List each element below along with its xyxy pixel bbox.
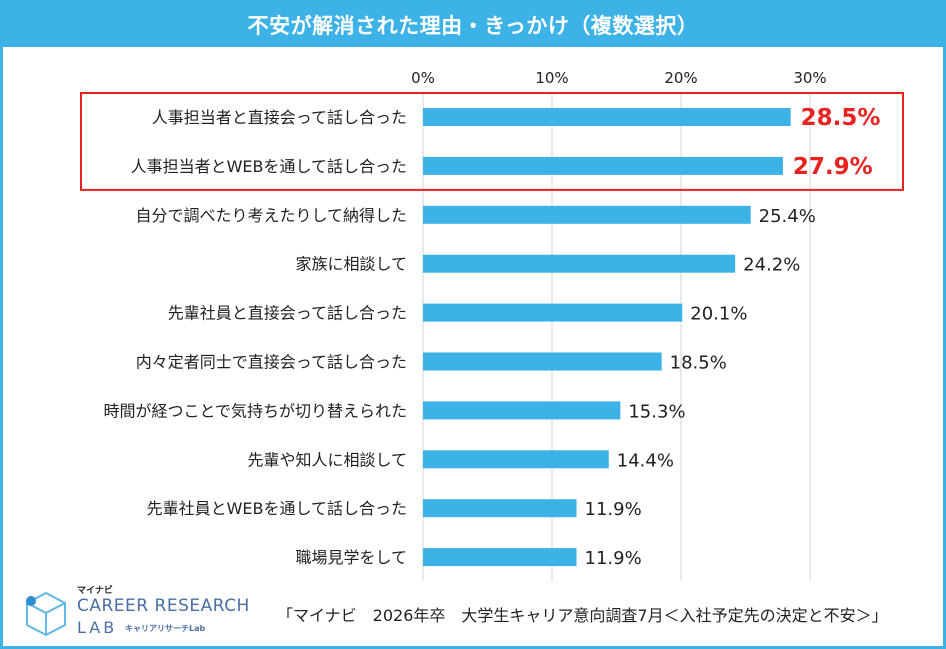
bar bbox=[423, 450, 609, 469]
cube-logo-icon bbox=[26, 591, 66, 637]
data-label: 27.9% bbox=[793, 154, 873, 180]
category-label: 時間が経つことで気持ちが切り替えられた bbox=[103, 401, 407, 420]
bar bbox=[423, 205, 751, 224]
logo-sub: キャリアリサーチLab bbox=[125, 624, 206, 633]
category-label: 人事担当者と直接会って話し合った bbox=[152, 108, 407, 127]
data-label: 11.9% bbox=[585, 499, 642, 520]
category-label: 家族に相談して bbox=[295, 255, 407, 274]
source-caption: 「マイナビ 2026年卒 大学生キャリア意向調査7月＜入社予定先の決定と不安＞」 bbox=[277, 606, 888, 625]
bar bbox=[423, 548, 577, 567]
bar bbox=[423, 303, 683, 322]
bar bbox=[423, 156, 783, 175]
bar bbox=[423, 401, 621, 420]
bar-chart: 0% 10% 20% 30% 人事担当者と直接会って話し合った 28.5% 人事担当者とWE… bbox=[80, 69, 904, 581]
logo-brand-small: マイナビ bbox=[77, 586, 113, 596]
data-label: 20.1% bbox=[690, 304, 747, 325]
logo: マイナビ CAREER RESEARCH LAB キャリアリサーチLab bbox=[21, 583, 251, 641]
logo-name: CAREER RESEARCH bbox=[77, 596, 250, 616]
x-tick-label: 10% bbox=[535, 69, 568, 87]
data-label: 18.5% bbox=[670, 353, 727, 374]
category-label: 内々定者同士で直接会って話し合った bbox=[136, 353, 407, 372]
data-label: 25.4% bbox=[759, 206, 816, 227]
data-label: 14.4% bbox=[617, 450, 674, 471]
x-tick-label: 30% bbox=[793, 69, 826, 87]
category-label: 先輩社員とWEBを通して話し合った bbox=[147, 499, 407, 518]
data-label: 28.5% bbox=[801, 105, 881, 131]
data-label: 15.3% bbox=[628, 401, 685, 422]
data-label: 24.2% bbox=[743, 255, 800, 276]
category-label: 先輩や知人に相談して bbox=[247, 450, 407, 469]
bar bbox=[423, 108, 791, 126]
bar bbox=[423, 352, 662, 371]
category-label: 職場見学をして bbox=[295, 548, 407, 567]
bar bbox=[423, 254, 736, 273]
category-label: 自分で調べたり考えたりして納得した bbox=[135, 206, 407, 225]
chart-title: 不安が解消された理由・きっかけ（複数選択） bbox=[3, 3, 943, 47]
bar bbox=[423, 499, 577, 518]
logo-lab: LAB bbox=[77, 618, 118, 637]
x-tick-label: 0% bbox=[411, 69, 435, 87]
category-label: 人事担当者とWEBを通して話し合った bbox=[131, 157, 407, 176]
highlight-box bbox=[80, 92, 904, 191]
data-label: 11.9% bbox=[585, 548, 642, 569]
x-tick-label: 20% bbox=[664, 69, 697, 87]
category-label: 先輩社員と直接会って話し合った bbox=[168, 304, 407, 323]
